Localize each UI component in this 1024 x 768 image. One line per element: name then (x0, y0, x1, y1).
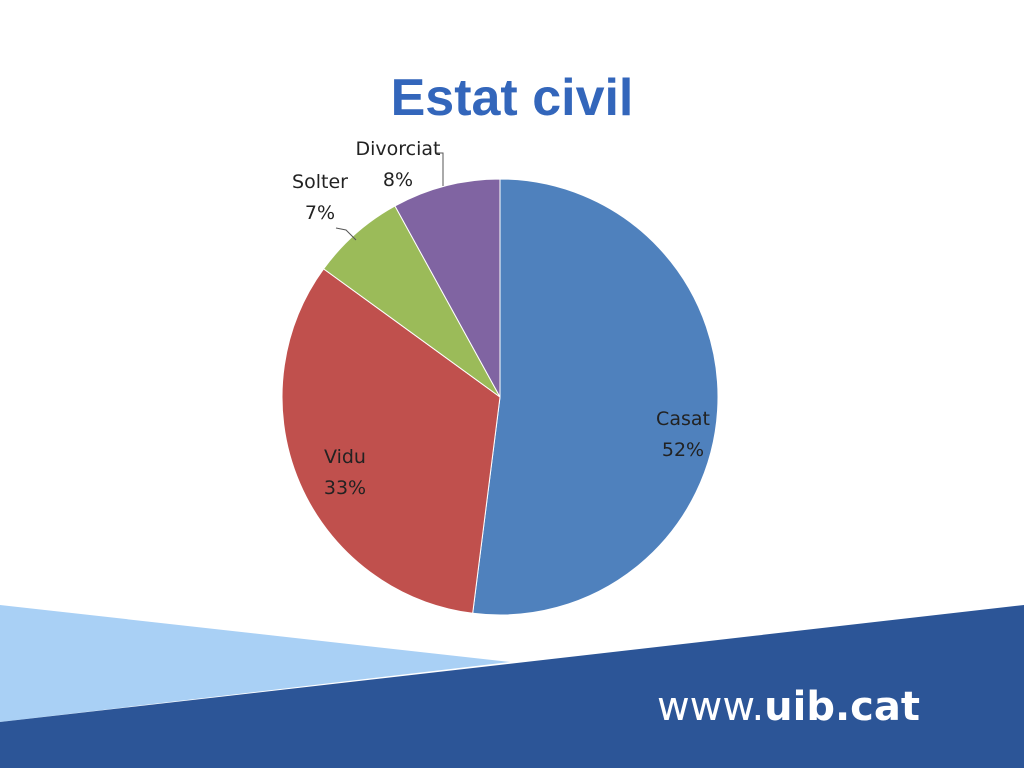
decor-light (0, 605, 510, 722)
slice-value: 33% (324, 477, 366, 499)
slice-label: Vidu (324, 446, 366, 468)
leader-line (335, 227, 357, 241)
leader-line (436, 152, 444, 186)
pie-slice (472, 178, 719, 616)
footer-prefix: www. (657, 684, 764, 730)
pie-slice (281, 268, 501, 614)
decor-dark (0, 605, 1024, 768)
pie (281, 178, 719, 616)
slice-value: 52% (662, 439, 704, 461)
slice-value: 8% (383, 169, 413, 191)
footer-domain: uib.cat (764, 684, 920, 730)
chart-title: Estat civil (391, 69, 634, 127)
footer-url: www.uib.cat (657, 684, 920, 730)
slice-label: Casat (656, 408, 710, 430)
slice-value: 7% (305, 202, 335, 224)
pie-slice (394, 178, 501, 398)
slice-label: Divorciat (356, 138, 441, 160)
slice-label: Solter (292, 171, 348, 193)
